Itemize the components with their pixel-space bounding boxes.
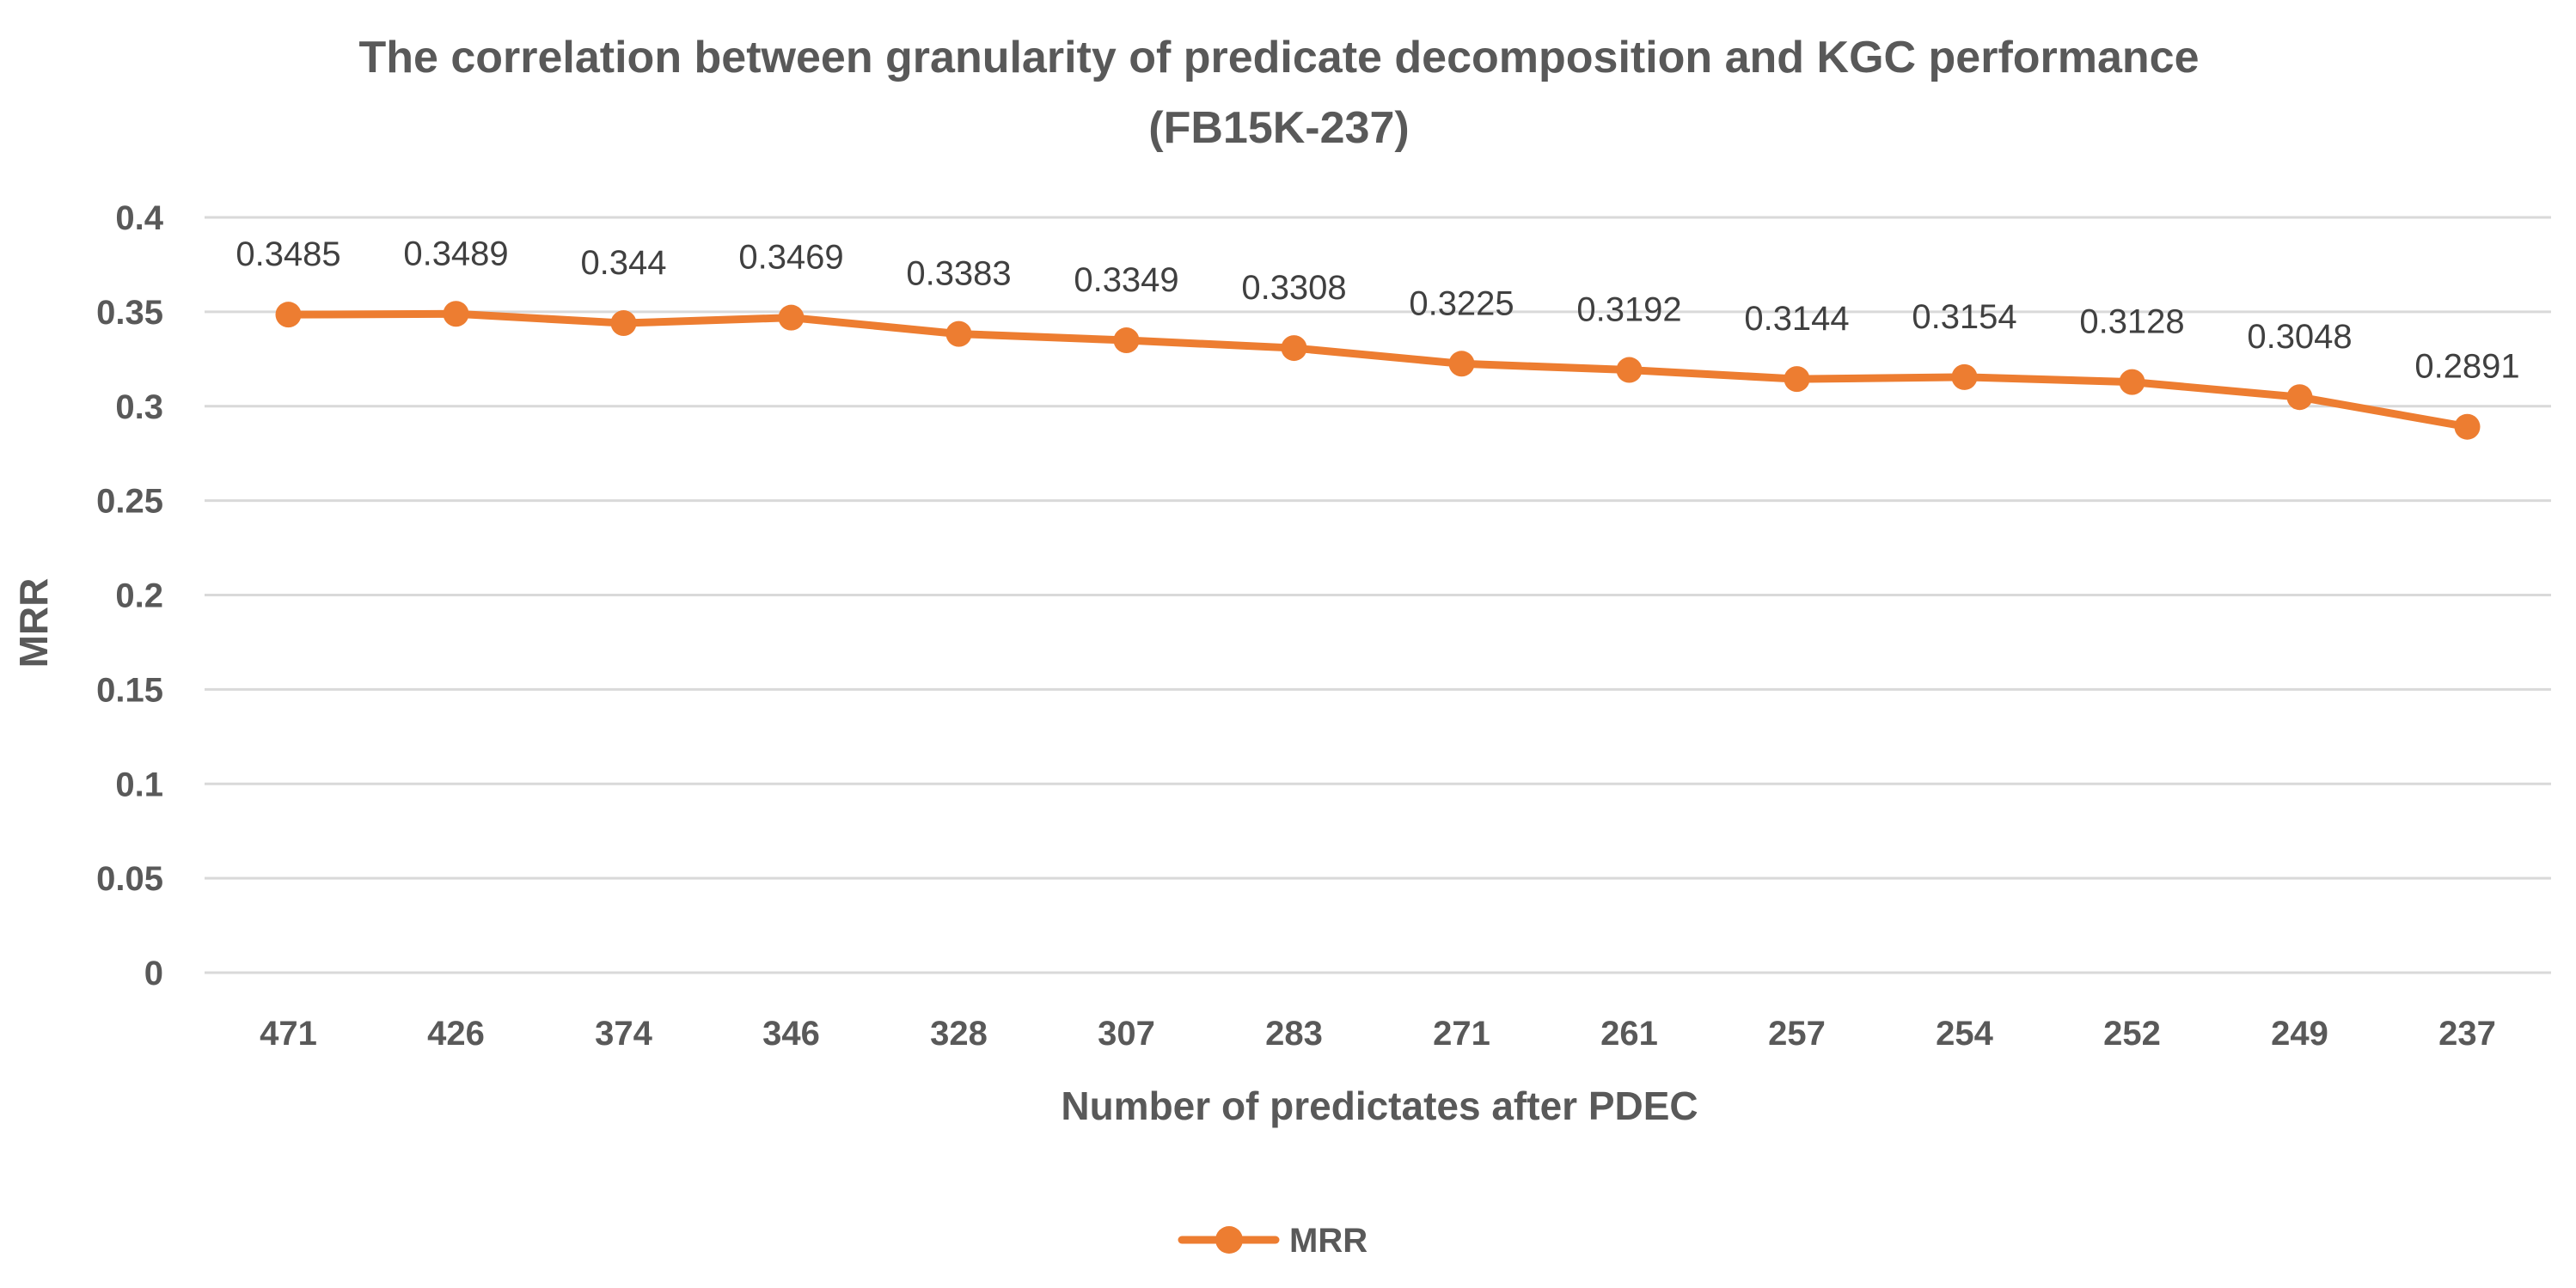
data-label: 0.3489: [403, 235, 508, 272]
data-label: 0.3225: [1409, 284, 1514, 322]
chart-subtitle: (FB15K-237): [1148, 103, 1409, 153]
data-point[interactable]: [778, 304, 805, 331]
x-tick-label: 252: [2103, 1015, 2161, 1053]
x-tick-label: 471: [260, 1015, 317, 1053]
data-point[interactable]: [1281, 335, 1307, 362]
y-tick-label: 0.3: [115, 388, 163, 426]
data-point[interactable]: [275, 302, 302, 328]
y-axis-label: MRR: [11, 578, 56, 668]
data-point[interactable]: [1951, 363, 1978, 390]
series-mrr: [275, 301, 2481, 440]
legend-label-mrr: MRR: [1289, 1222, 1368, 1260]
x-tick-label: 426: [427, 1015, 485, 1053]
data-point[interactable]: [945, 320, 972, 347]
x-tick-label: 271: [1433, 1015, 1490, 1053]
y-tick-label: 0.2: [115, 577, 163, 615]
y-tick-label: 0.4: [115, 199, 163, 237]
data-label: 0.344: [580, 244, 666, 282]
x-tick-label: 374: [595, 1015, 652, 1053]
data-point[interactable]: [2119, 369, 2145, 395]
x-tick-label: 307: [1098, 1015, 1155, 1053]
data-point[interactable]: [1448, 351, 1475, 377]
x-tick-label: 257: [1768, 1015, 1826, 1053]
legend[interactable]: MRR: [1178, 1222, 1368, 1260]
data-labels: 0.3485 0.3489 0.344 0.3469 0.3383 0.3349 0.330…: [236, 235, 2519, 385]
x-axis-ticks: 471 426 374 346 328 307 283 271 261 257 254 252 249 2…: [260, 1015, 2496, 1053]
data-label: 0.3192: [1576, 291, 1681, 329]
x-tick-label: 249: [2271, 1015, 2328, 1053]
x-tick-label: 254: [1936, 1015, 1993, 1053]
data-label: 0.3383: [906, 255, 1011, 293]
y-tick-label: 0.15: [96, 671, 163, 709]
y-tick-label: 0.35: [96, 294, 163, 332]
data-label: 0.3154: [1912, 298, 2016, 336]
x-tick-label: 346: [762, 1015, 820, 1053]
y-axis-ticks: 0 0.05 0.1 0.15 0.2 0.25 0.3 0.35 0.4: [96, 199, 164, 992]
data-label: 0.3128: [2079, 303, 2184, 341]
data-point[interactable]: [1616, 357, 1643, 383]
data-point[interactable]: [443, 301, 469, 327]
x-tick-label: 261: [1600, 1015, 1658, 1053]
y-tick-label: 0.25: [96, 483, 163, 521]
data-label: 0.3308: [1241, 269, 1346, 307]
series-line: [285, 309, 2471, 431]
data-label: 0.2891: [2414, 348, 2519, 386]
data-label: 0.3349: [1074, 261, 1178, 299]
x-tick-label: 237: [2438, 1015, 2496, 1053]
x-axis-label: Number of predictates after PDEC: [1061, 1084, 1698, 1128]
data-point[interactable]: [2454, 413, 2481, 440]
data-label: 0.3469: [738, 239, 843, 277]
x-tick-label: 283: [1265, 1015, 1323, 1053]
y-tick-label: 0.05: [96, 860, 163, 898]
gridlines: [205, 216, 2551, 974]
data-label: 0.3048: [2247, 318, 2352, 356]
data-point[interactable]: [2286, 384, 2313, 411]
data-point[interactable]: [610, 310, 637, 337]
x-tick-label: 328: [930, 1015, 988, 1053]
y-tick-label: 0: [144, 955, 163, 992]
y-tick-label: 0.1: [115, 766, 163, 803]
chart-title: The correlation between granularity of p…: [358, 33, 2199, 82]
data-label: 0.3485: [236, 235, 340, 273]
legend-marker-icon: [1215, 1226, 1243, 1254]
data-point[interactable]: [1784, 366, 1810, 393]
data-label: 0.3144: [1744, 300, 1849, 338]
data-point[interactable]: [1113, 327, 1140, 354]
